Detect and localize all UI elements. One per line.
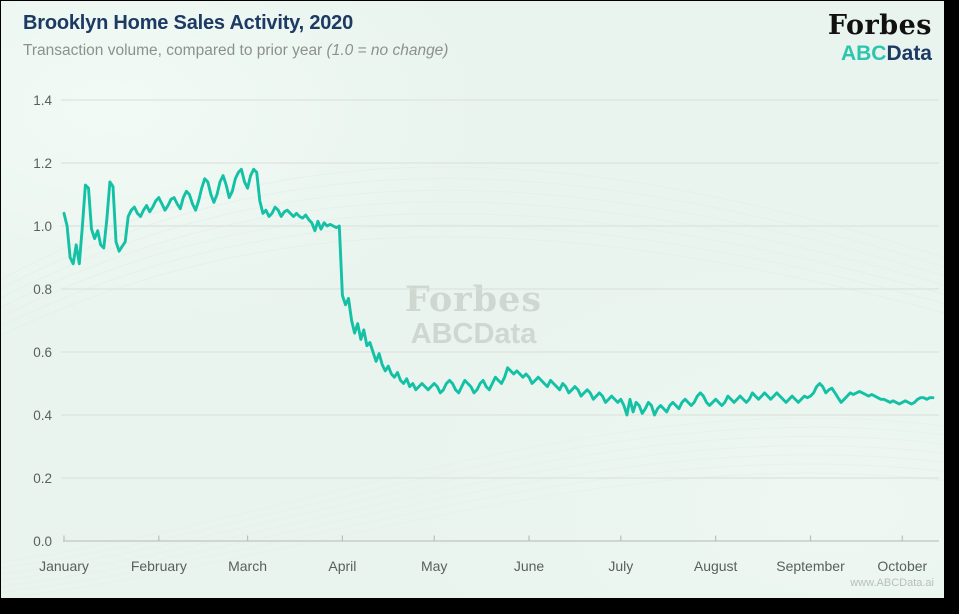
y-axis-tick-label: 1.2 bbox=[33, 156, 52, 171]
background-pattern-curve bbox=[1, 463, 944, 594]
background-pattern-curve bbox=[1, 472, 944, 598]
background-pattern-curve bbox=[1, 454, 944, 587]
source-credit: www.ABCData.ai bbox=[850, 577, 934, 589]
background-pattern-curve bbox=[1, 212, 944, 318]
abcdata-logo-abc: ABC bbox=[840, 42, 887, 65]
background-pattern-curve bbox=[1, 166, 944, 281]
background-pattern-curve bbox=[1, 224, 944, 327]
background-pattern-curve bbox=[1, 177, 944, 290]
x-axis-tick-label: May bbox=[421, 558, 447, 574]
line-chart: 1.4 1.2 1.0 0.8 0.6 0.4 0.2 0.0 January February M… bbox=[1, 93, 944, 598]
y-axis-tick-label: 0.4 bbox=[33, 408, 52, 423]
abcdata-logo: ABCData bbox=[828, 41, 932, 67]
x-axis-tick-label: August bbox=[694, 558, 738, 574]
background-pattern-curve bbox=[1, 236, 944, 337]
chart-title: Brooklyn Home Sales Activity, 2020 bbox=[23, 12, 354, 34]
x-axis-tick-label: September bbox=[776, 558, 845, 574]
y-axis-tick-label: 1.4 bbox=[33, 93, 52, 108]
x-axis-tick-label: April bbox=[328, 558, 356, 574]
x-axis-tick-label: June bbox=[514, 558, 545, 574]
background-pattern bbox=[1, 166, 944, 598]
y-axis-tick-label: 0.8 bbox=[33, 282, 52, 297]
branding-block: Forbes ABCData bbox=[828, 11, 932, 67]
chart-card: Forbes ABCData 1.4 1.2 1.0 0.8 0.6 0.4 0.2 0.0 J… bbox=[1, 1, 944, 598]
x-axis-tick-label: January bbox=[39, 558, 89, 574]
chart-header: Brooklyn Home Sales Activity, 2020 Trans… bbox=[23, 12, 448, 60]
y-axis-tick-label: 0.6 bbox=[33, 345, 52, 360]
y-axis-tick-label: 1.0 bbox=[33, 219, 52, 234]
background-pattern-curve bbox=[1, 417, 944, 563]
data-series-line bbox=[62, 167, 935, 417]
y-axis-tick-label: 0.0 bbox=[33, 534, 52, 549]
y-axis-tick-label: 0.2 bbox=[33, 471, 52, 486]
background-pattern-curve bbox=[1, 189, 944, 299]
x-axis-tick-label: February bbox=[131, 558, 187, 574]
x-axis-tick-label: March bbox=[228, 558, 267, 574]
chart-subtitle-text: Transaction volume, compared to prior ye… bbox=[23, 42, 327, 59]
background-pattern-curve bbox=[1, 426, 944, 569]
x-axis-tick-label: July bbox=[608, 558, 633, 574]
background-pattern-curve bbox=[1, 445, 944, 581]
forbes-logo: Forbes bbox=[827, 10, 932, 41]
watermark-forbes-text: Forbes bbox=[404, 279, 543, 320]
watermark-abcdata-text: ABCData bbox=[410, 318, 537, 350]
x-axis-tick-label: October bbox=[877, 558, 927, 574]
watermark: Forbes ABCData bbox=[331, 282, 616, 351]
chart-subtitle-note: (1.0 = no change) bbox=[326, 42, 449, 59]
background-pattern-curve bbox=[1, 201, 944, 309]
chart-subtitle: Transaction volume, compared to prior ye… bbox=[23, 42, 448, 60]
abcdata-logo-data: Data bbox=[886, 42, 932, 65]
